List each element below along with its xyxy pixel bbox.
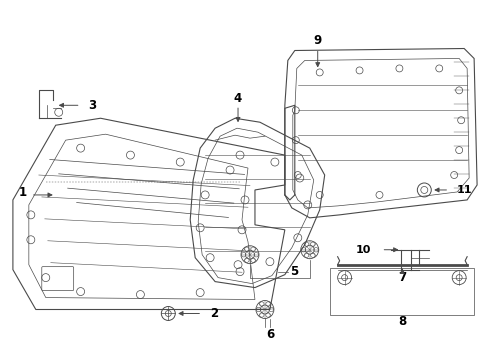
Text: 1: 1: [19, 186, 27, 199]
Text: 2: 2: [210, 307, 218, 320]
Text: 9: 9: [314, 34, 322, 47]
Text: 10: 10: [356, 245, 371, 255]
Text: 5: 5: [290, 265, 298, 278]
Text: 7: 7: [398, 271, 406, 284]
Bar: [330, 268, 474, 315]
Text: 3: 3: [89, 99, 97, 112]
Text: 4: 4: [234, 92, 242, 105]
Text: 6: 6: [266, 328, 274, 341]
Text: 8: 8: [398, 315, 407, 328]
Text: 11: 11: [457, 185, 473, 195]
